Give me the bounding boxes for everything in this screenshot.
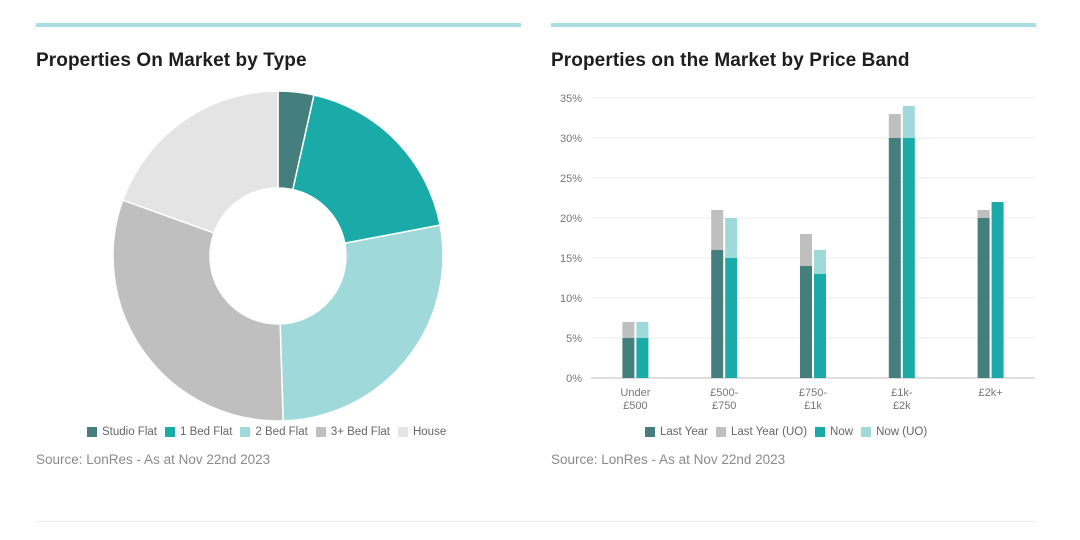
bar-now (814, 274, 826, 378)
price-band-bar-chart: 0%5%10%15%20%25%30%35%Under£500£500-£750… (560, 93, 1035, 412)
legend-label: Now (UO) (876, 426, 928, 438)
legend-item-3plus-bed-flat: 3+ Bed Flat (315, 426, 390, 438)
price-band-source: Source: LonRes - As at Nov 22nd 2023 (551, 452, 786, 467)
legend-swatch (815, 427, 826, 437)
bar-now-uo (725, 218, 738, 258)
legend-item-now: Now (815, 426, 853, 438)
x-tick-label: £500 (623, 400, 647, 412)
price-band-panel: Properties on the Market by Price Band 0… (551, 0, 1037, 480)
bar-now (636, 338, 649, 378)
property-type-legend: Studio Flat 1 Bed Flat 2 Bed Flat 3+ Bed Fl… (87, 426, 454, 438)
bar-now-uo (902, 106, 915, 138)
legend-item-last-year: Last Year (645, 426, 708, 438)
legend-swatch (315, 427, 326, 437)
x-tick-label: £2k+ (979, 387, 1003, 399)
legend-swatch (164, 427, 175, 437)
legend-item-2-bed-flat: 2 Bed Flat (240, 426, 308, 438)
x-tick-label: £750- (799, 387, 827, 399)
legend-label: Last Year (UO) (730, 426, 808, 438)
legend-swatch (715, 427, 726, 437)
x-tick-label: £2k (893, 400, 911, 412)
bar-now (991, 202, 1004, 378)
donut-slice-3plus-bed-flat (112, 199, 284, 422)
donut-slice-1-bed-flat (291, 94, 441, 245)
y-tick-label: 30% (560, 133, 582, 145)
property-type-panel: Properties On Market by Type Studio Flat… (36, 0, 522, 480)
x-tick-label: Under (620, 387, 650, 399)
legend-swatch (861, 427, 872, 437)
bar-last-year (711, 250, 724, 378)
legend-label: House (412, 426, 447, 438)
legend-swatch (87, 427, 97, 437)
panel-accent-bar (36, 23, 521, 27)
x-tick-label: £500- (710, 387, 738, 399)
legend-label: 1 Bed Flat (179, 426, 233, 438)
property-type-title: Properties On Market by Type (36, 50, 307, 71)
y-tick-label: 5% (566, 333, 582, 345)
donut-slice-2-bed-flat (279, 224, 444, 422)
x-tick-label: £750 (712, 400, 736, 412)
y-tick-label: 20% (560, 213, 582, 225)
price-band-legend: Last Year Last Year (UO) Now Now (UO) (645, 426, 935, 438)
panel-accent-bar (551, 23, 1036, 27)
legend-item-house: House (397, 426, 447, 438)
bar-last-year-uo (977, 210, 990, 218)
legend-label: Studio Flat (102, 426, 157, 438)
bar-now-uo (814, 250, 826, 274)
bar-now (902, 138, 915, 378)
legend-item-now-uo: Now (UO) (861, 426, 927, 438)
bar-last-year (977, 218, 990, 378)
legend-label: Last Year (660, 426, 708, 438)
legend-item-studio-flat: Studio Flat (87, 426, 157, 438)
bar-now (725, 258, 738, 378)
bar-last-year-uo (622, 322, 635, 338)
bar-last-year (622, 338, 635, 378)
legend-item-1-bed-flat: 1 Bed Flat (164, 426, 233, 438)
y-tick-label: 35% (560, 93, 582, 105)
y-tick-label: 0% (566, 373, 582, 385)
legend-label: 3+ Bed Flat (330, 426, 390, 438)
property-type-source: Source: LonRes - As at Nov 22nd 2023 (36, 452, 271, 467)
y-tick-label: 10% (560, 293, 582, 305)
y-tick-label: 15% (560, 253, 582, 265)
legend-swatch (240, 427, 251, 437)
bar-last-year-uo (800, 234, 812, 266)
legend-label: 2 Bed Flat (255, 426, 308, 438)
legend-label: Now (830, 426, 854, 438)
donut-slice-house (121, 90, 279, 234)
x-tick-label: £1k- (891, 387, 913, 399)
x-tick-label: £1k (804, 400, 822, 412)
bar-last-year-uo (711, 210, 724, 250)
legend-item-last-year-uo: Last Year (UO) (715, 426, 808, 438)
bar-last-year (800, 266, 812, 378)
price-band-title: Properties on the Market by Price Band (551, 50, 910, 71)
y-tick-label: 25% (560, 173, 582, 185)
property-type-donut-chart (112, 90, 444, 422)
legend-swatch (645, 427, 655, 437)
bar-last-year-uo (888, 114, 901, 138)
legend-swatch (397, 427, 408, 437)
bottom-divider (36, 521, 1036, 522)
bar-now-uo (636, 322, 649, 338)
bar-last-year (888, 138, 901, 378)
